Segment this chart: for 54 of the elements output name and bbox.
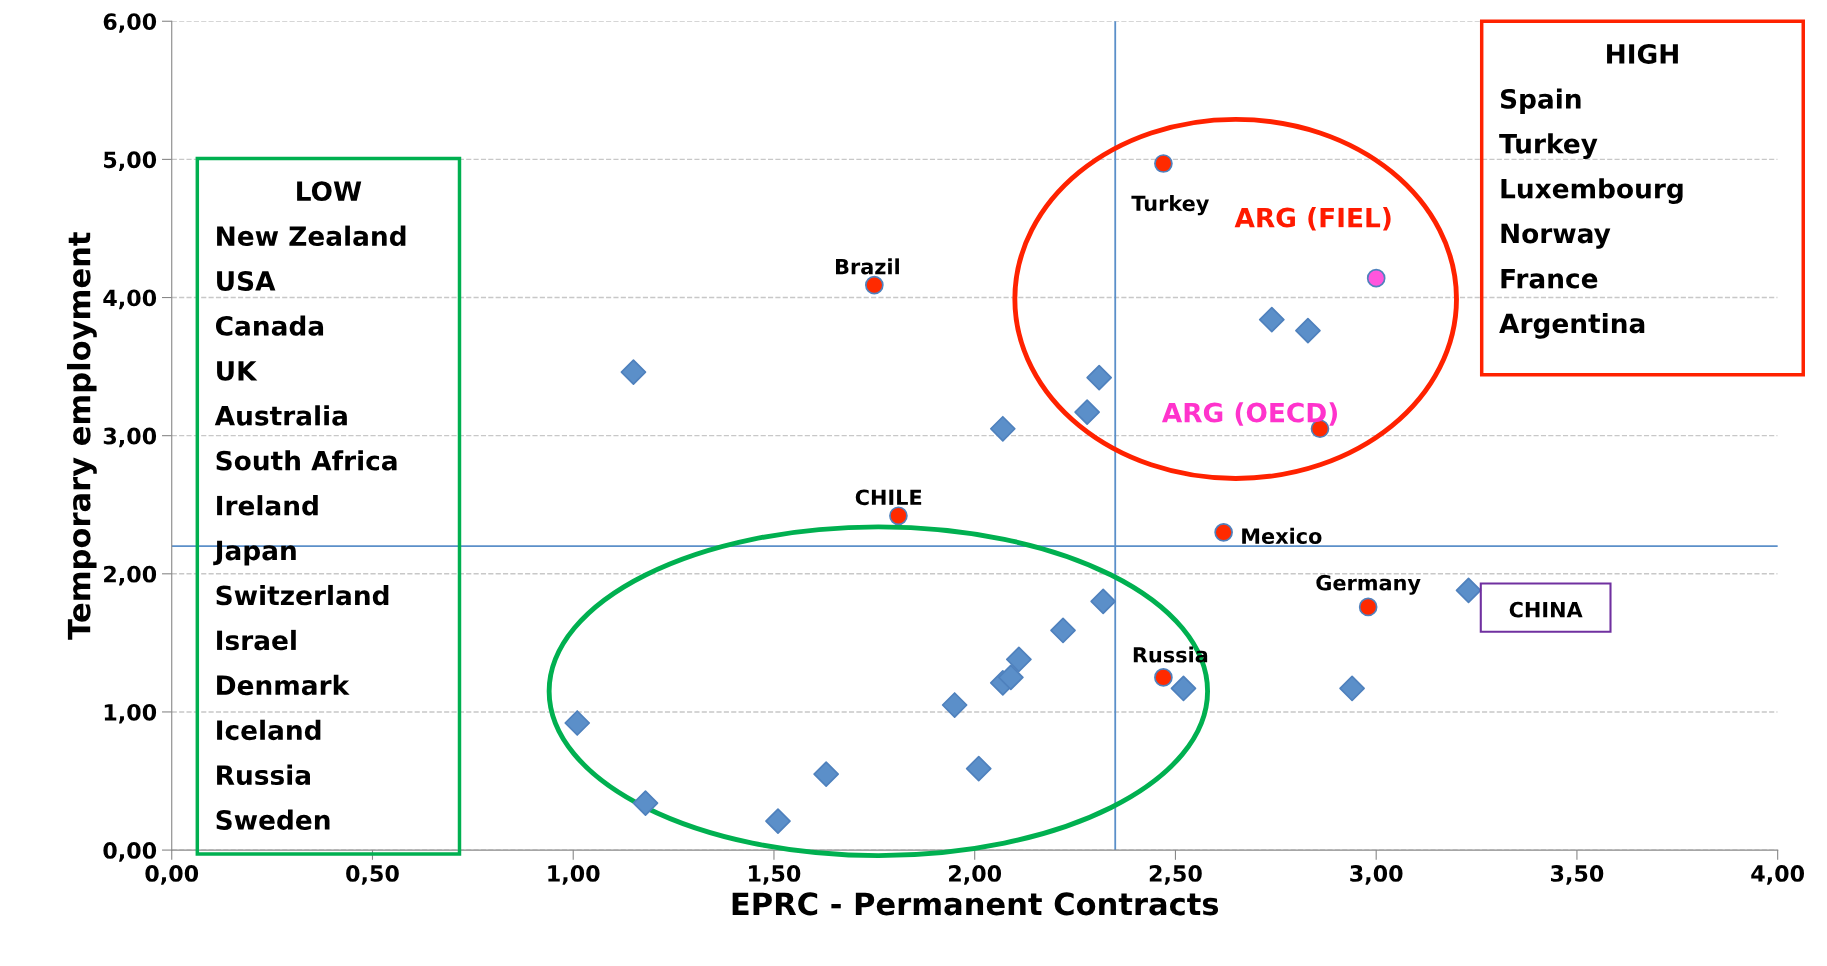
x-tick-label: 2,50 (1149, 865, 1202, 885)
y-tick-label: 0,00 (103, 842, 157, 862)
point (1170, 675, 1197, 702)
x-tick-label: 0,50 (346, 865, 399, 885)
point (632, 790, 659, 816)
point (1074, 399, 1100, 426)
point (1339, 675, 1365, 702)
y-tick-label: 3,00 (103, 427, 157, 448)
point (889, 506, 908, 526)
text: LOW New Zealand USA Canada UK Australia South Africa Ireland Japan Switzerland Israel Denmark Iceland Russia Sweden (213, 181, 406, 830)
y-tick-label: 2,00 (104, 565, 157, 586)
x-tick-label: 1,00 (548, 865, 600, 885)
point (1090, 588, 1117, 615)
point (1154, 154, 1173, 173)
x-tick-label: 2,00 (949, 865, 1002, 885)
y-tick-label: 4,00 (103, 289, 157, 310)
x-tick-label: 1,50 (749, 865, 801, 885)
x-tick-label: 0,00 (145, 865, 199, 885)
point (965, 755, 992, 782)
y-tick-label: 1,00 (104, 703, 157, 724)
x-axis-title: EPRC - Permanent Contracts (732, 892, 1219, 916)
x-tick-label: 3,50 (1551, 865, 1604, 885)
annotation: Turkey (1131, 195, 1209, 216)
point (1358, 597, 1378, 617)
annotation: Mexico (1242, 527, 1322, 544)
point (765, 808, 791, 834)
point (941, 692, 968, 718)
point (1295, 317, 1321, 344)
point (620, 359, 647, 385)
point (813, 761, 840, 787)
x-tick-label: 4,00 (1751, 865, 1805, 885)
x-tick-label: 3,00 (1350, 865, 1403, 885)
annotation: ARG (OECD) (1161, 402, 1337, 426)
point (1366, 268, 1386, 288)
point (1214, 523, 1233, 542)
point (989, 415, 1016, 442)
point (864, 275, 884, 295)
point (1258, 306, 1285, 333)
point (1050, 617, 1076, 644)
point (564, 710, 591, 736)
point (997, 664, 1024, 691)
annotation: Germany (1316, 574, 1421, 595)
y-tick-label: 6,00 (103, 13, 157, 33)
annotation: Brazil (835, 258, 899, 275)
y-tick-label: 5,00 (104, 151, 157, 171)
point (1006, 646, 1032, 673)
annotation: CHINA (1509, 601, 1583, 618)
annotation: CHILE (855, 489, 922, 506)
point (1455, 577, 1482, 604)
annotation: ARG (FIEL) (1234, 207, 1391, 231)
point (1086, 364, 1113, 391)
point (1154, 668, 1173, 687)
y-axis-title: Temporary employment (66, 232, 97, 640)
text: HIGH Spain Turkey Luxembourg Norway France Argentina (1499, 43, 1683, 339)
